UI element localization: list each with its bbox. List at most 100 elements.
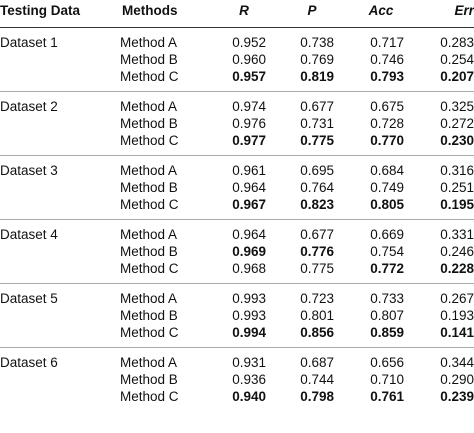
cell-p: 0.823 [278, 195, 346, 220]
cell-r: 0.931 [232, 354, 266, 370]
cell-err: 0.230 [416, 131, 474, 156]
cell-err: 0.207 [416, 67, 474, 92]
table-row: Method C 0.957 0.819 0.793 0.207 [0, 67, 474, 92]
cell-r: 0.957 [210, 67, 278, 92]
cell-p: 0.731 [300, 115, 334, 131]
cell-r: 0.969 [232, 243, 266, 259]
table-row: Method B 0.936 0.744 0.710 0.290 [0, 371, 474, 388]
cell-p: 0.819 [278, 67, 346, 92]
cell-err: 0.267 [440, 290, 474, 306]
cell-err: 0.239 [440, 388, 474, 404]
cell-err: 0.246 [440, 243, 474, 259]
cell-r: 0.952 [232, 34, 266, 50]
cell-acc: 0.859 [346, 323, 416, 348]
method-label: Method A [120, 98, 178, 114]
dataset-label: Dataset 4 [0, 226, 58, 242]
cell-err: 0.290 [440, 371, 474, 387]
cell-r: 0.993 [232, 307, 266, 323]
cell-p: 0.801 [300, 307, 334, 323]
dataset-label: Dataset 1 [0, 34, 58, 50]
table-row: Method C 0.968 0.775 0.772 0.228 [0, 259, 474, 284]
dataset-label [0, 195, 112, 220]
method-label: Method C [112, 259, 210, 284]
dataset-label: Dataset 5 [0, 290, 58, 306]
dataset-label [0, 51, 112, 68]
dataset-group: Dataset 4 Method A 0.964 0.677 0.669 0.331 Met… [0, 219, 474, 284]
cell-p: 0.776 [300, 243, 334, 259]
header-p: P [278, 0, 346, 28]
method-label: Method A [120, 354, 178, 370]
cell-err: 0.344 [440, 354, 474, 370]
cell-acc: 0.728 [370, 115, 404, 131]
dataset-label: Dataset 3 [0, 162, 58, 178]
cell-p: 0.775 [278, 131, 346, 156]
cell-r: 0.961 [232, 162, 266, 178]
cell-acc: 0.749 [370, 179, 404, 195]
cell-acc: 0.746 [370, 51, 404, 67]
dataset-label [0, 307, 112, 324]
method-label: Method B [120, 179, 178, 195]
dataset-label: Dataset 6 [0, 354, 58, 370]
cell-r: 0.960 [232, 51, 266, 67]
results-table: Testing Data Methods R P Acc Err Dataset… [0, 0, 474, 411]
cell-p: 0.677 [300, 226, 334, 242]
dataset-label [0, 259, 112, 284]
cell-r: 0.977 [210, 131, 278, 156]
dataset-group: Dataset 1 Method A 0.952 0.738 0.717 0.283 Met… [0, 27, 474, 92]
dataset-label [0, 388, 112, 411]
table-row: Method B 0.969 0.776 0.754 0.246 [0, 243, 474, 260]
header-r: R [210, 0, 278, 28]
cell-err: 0.195 [416, 195, 474, 220]
dataset-label [0, 179, 112, 196]
cell-err: 0.228 [416, 259, 474, 284]
header-methods: Methods [112, 0, 210, 28]
dataset-group: Dataset 2 Method A 0.974 0.677 0.675 0.325 Met… [0, 91, 474, 156]
cell-acc: 0.770 [346, 131, 416, 156]
table-row: Method C 0.977 0.775 0.770 0.230 [0, 131, 474, 156]
cell-p: 0.769 [300, 51, 334, 67]
cell-err: 0.251 [440, 179, 474, 195]
cell-acc: 0.807 [370, 307, 404, 323]
method-label: Method A [120, 226, 178, 242]
table-row: Dataset 4 Method A 0.964 0.677 0.669 0.331 [0, 219, 474, 243]
table-row: Dataset 2 Method A 0.974 0.677 0.675 0.325 [0, 91, 474, 115]
method-label: Method B [120, 307, 178, 323]
cell-r: 0.993 [232, 290, 266, 306]
cell-acc: 0.733 [370, 290, 404, 306]
dataset-group: Dataset 6 Method A 0.931 0.687 0.656 0.344 Met… [0, 347, 474, 411]
dataset-label: Dataset 2 [0, 98, 58, 114]
dataset-label [0, 243, 112, 260]
method-label: Method A [120, 162, 178, 178]
cell-r: 0.994 [210, 323, 278, 348]
cell-acc: 0.684 [370, 162, 404, 178]
table-row: Dataset 5 Method A 0.993 0.723 0.733 0.267 [0, 283, 474, 307]
method-label: Method C [112, 67, 210, 92]
cell-r: 0.936 [232, 371, 266, 387]
cell-err: 0.254 [440, 51, 474, 67]
table-row: Method B 0.960 0.769 0.746 0.254 [0, 51, 474, 68]
method-label: Method C [112, 323, 210, 348]
cell-p: 0.798 [300, 388, 334, 404]
method-label: Method B [120, 243, 178, 259]
cell-err: 0.193 [440, 307, 474, 323]
cell-err: 0.283 [440, 34, 474, 50]
table-row: Method C 0.967 0.823 0.805 0.195 [0, 195, 474, 220]
cell-p: 0.764 [300, 179, 334, 195]
cell-p: 0.856 [278, 323, 346, 348]
cell-acc: 0.675 [370, 98, 404, 114]
cell-acc: 0.754 [370, 243, 404, 259]
cell-acc: 0.793 [346, 67, 416, 92]
cell-p: 0.738 [300, 34, 334, 50]
header-err: Err [416, 0, 474, 28]
cell-err: 0.141 [416, 323, 474, 348]
header-acc: Acc [346, 0, 416, 28]
cell-r: 0.976 [232, 115, 266, 131]
method-label: Method A [120, 34, 178, 50]
table-row: Method C 0.940 0.798 0.761 0.239 [0, 388, 474, 411]
dataset-group: Dataset 3 Method A 0.961 0.695 0.684 0.316 Met… [0, 155, 474, 220]
cell-r: 0.974 [232, 98, 266, 114]
method-label: Method B [120, 115, 178, 131]
dataset-label [0, 323, 112, 348]
cell-r: 0.968 [210, 259, 278, 284]
cell-p: 0.744 [300, 371, 334, 387]
